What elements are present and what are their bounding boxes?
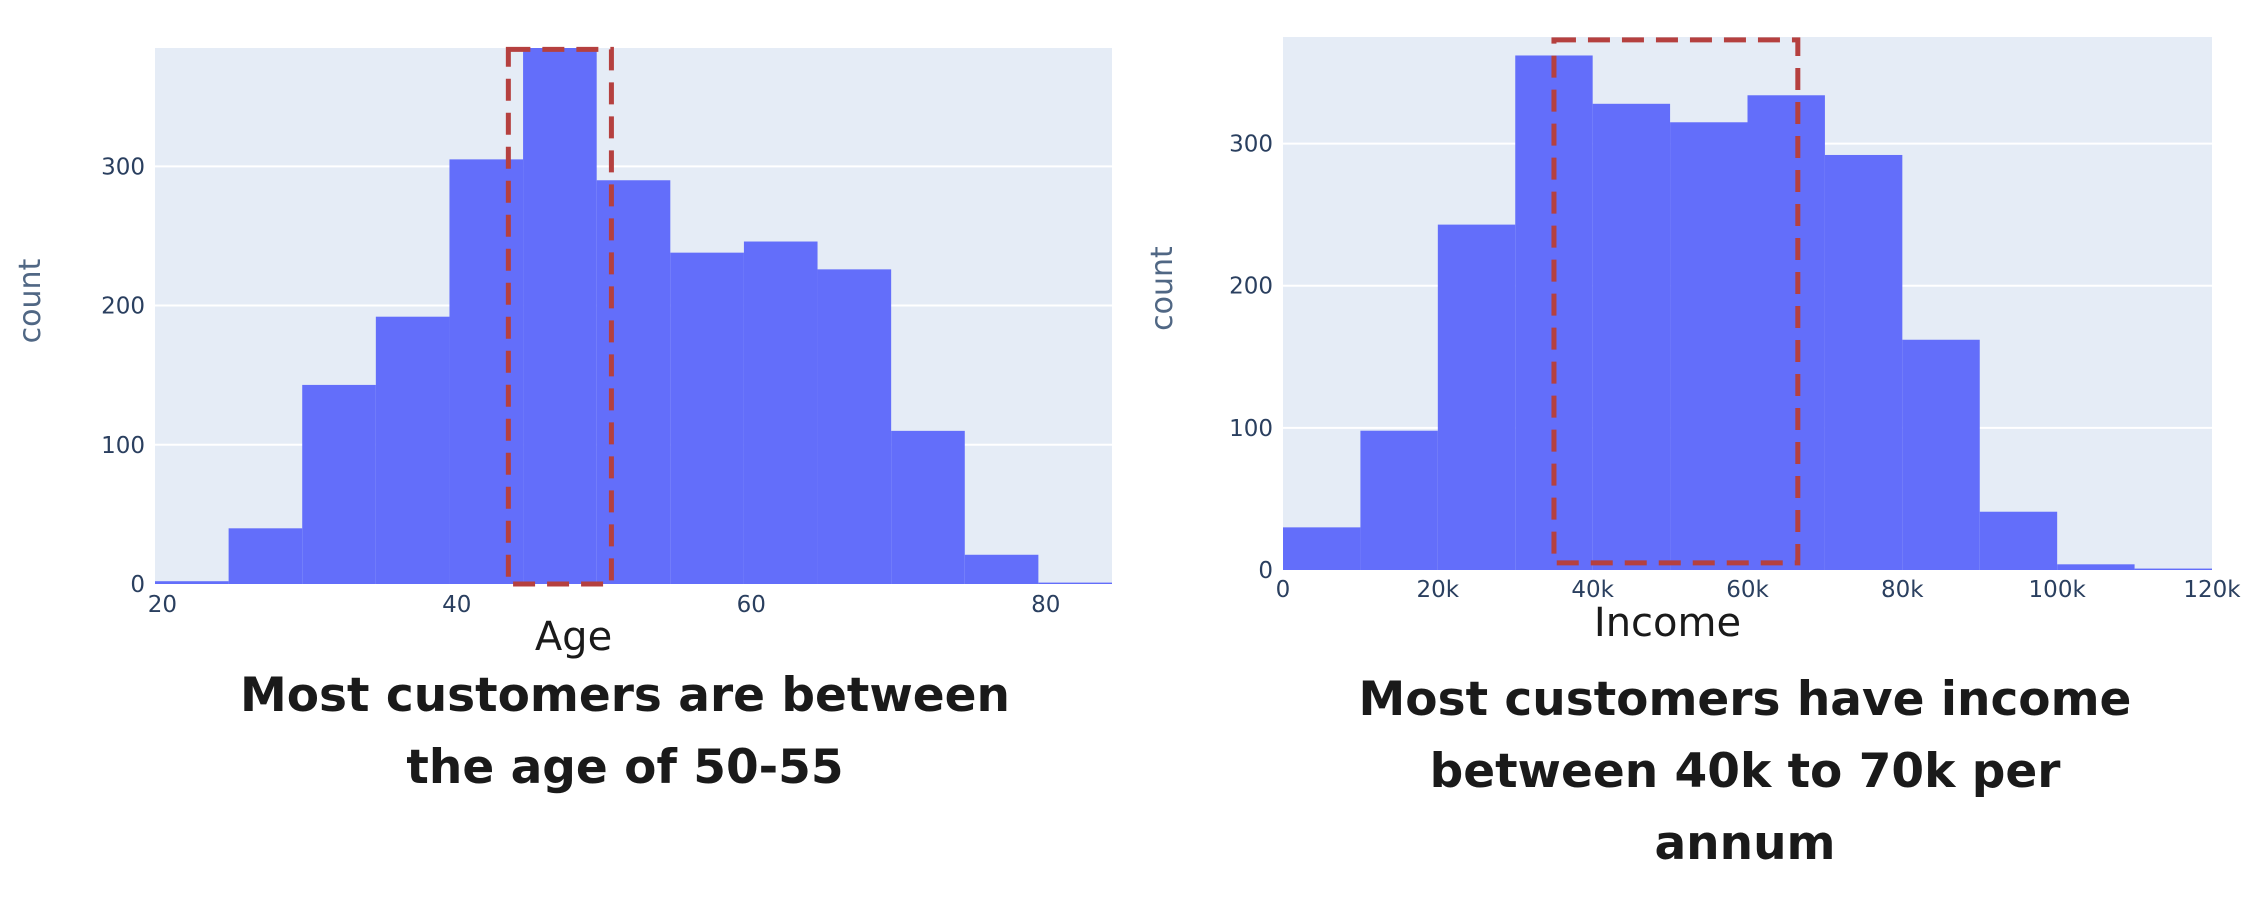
income-bar <box>2057 564 2135 570</box>
age-caption-line-1: Most customers are between <box>239 668 1011 723</box>
income-caption-line-3: annum <box>1654 816 1836 871</box>
income-x-tick-label: 120k <box>2183 577 2241 603</box>
income-histogram: 0 100 200 300 0 20k 40k 60k 80k 100k 120k Income cou… <box>1145 37 2241 646</box>
income-bar <box>1437 224 1516 570</box>
income-caption-line-2: between 40k to 70k per <box>1429 744 2061 799</box>
income-bar <box>1902 339 1980 570</box>
age-bar <box>228 528 303 584</box>
income-y-tick-label: 100 <box>1229 416 1273 442</box>
income-x-axis-title: Income <box>1594 600 1741 646</box>
age-bar <box>375 316 450 584</box>
age-bar <box>817 269 892 584</box>
income-bar <box>1283 527 1361 570</box>
age-bar <box>449 159 524 584</box>
age-bar <box>743 241 818 584</box>
income-bar <box>1824 154 1903 570</box>
income-bar <box>1747 95 1825 571</box>
age-bar <box>670 252 744 584</box>
age-y-tick-label: 200 <box>101 294 145 320</box>
income-y-axis-title: count <box>1145 246 1180 331</box>
age-bar <box>302 384 376 584</box>
age-caption-line-2: the age of 50-55 <box>406 740 844 795</box>
income-x-tick-label: 80k <box>1881 577 1924 603</box>
income-x-tick-label: 60k <box>1726 577 1769 603</box>
income-x-tick-label: 100k <box>2029 577 2087 603</box>
age-x-tick-label: 20 <box>148 592 177 618</box>
age-bar <box>1038 582 1112 584</box>
age-bar <box>523 48 597 584</box>
income-caption-line-1: Most customers have income <box>1358 672 2132 727</box>
income-y-tick-label: 0 <box>1258 558 1273 584</box>
income-bar <box>2134 568 2212 570</box>
age-x-tick-label: 40 <box>442 592 471 618</box>
age-histogram: 0 100 200 300 20 40 60 80 Age count <box>13 46 1112 660</box>
age-x-tick-label: 60 <box>737 592 766 618</box>
income-y-tick-label: 300 <box>1229 132 1273 158</box>
income-x-tick-label: 0 <box>1276 577 1291 603</box>
age-y-tick-label: 100 <box>101 433 145 459</box>
age-y-tick-label: 300 <box>101 154 145 180</box>
age-bar <box>964 554 1039 584</box>
income-bar <box>1592 103 1671 570</box>
income-highlight-box <box>1551 37 1801 566</box>
age-x-axis-title: Age <box>535 614 612 660</box>
age-highlight-box <box>505 46 614 587</box>
age-bar <box>596 180 671 584</box>
income-x-tick-label: 40k <box>1571 577 1614 603</box>
income-bar <box>1979 511 2058 570</box>
income-caption: Most customers have income between 40k t… <box>1270 664 2220 880</box>
age-y-tick-label: 0 <box>130 572 145 598</box>
income-bar <box>1360 430 1438 570</box>
income-x-tick-label: 20k <box>1417 577 1460 603</box>
age-caption: Most customers are between the age of 50… <box>150 660 1100 804</box>
age-bar <box>891 430 965 584</box>
income-bar <box>1670 122 1748 570</box>
age-x-tick-label: 80 <box>1031 592 1060 618</box>
income-y-tick-label: 200 <box>1229 274 1273 300</box>
age-y-axis-title: count <box>13 258 48 343</box>
age-bar <box>155 581 229 584</box>
